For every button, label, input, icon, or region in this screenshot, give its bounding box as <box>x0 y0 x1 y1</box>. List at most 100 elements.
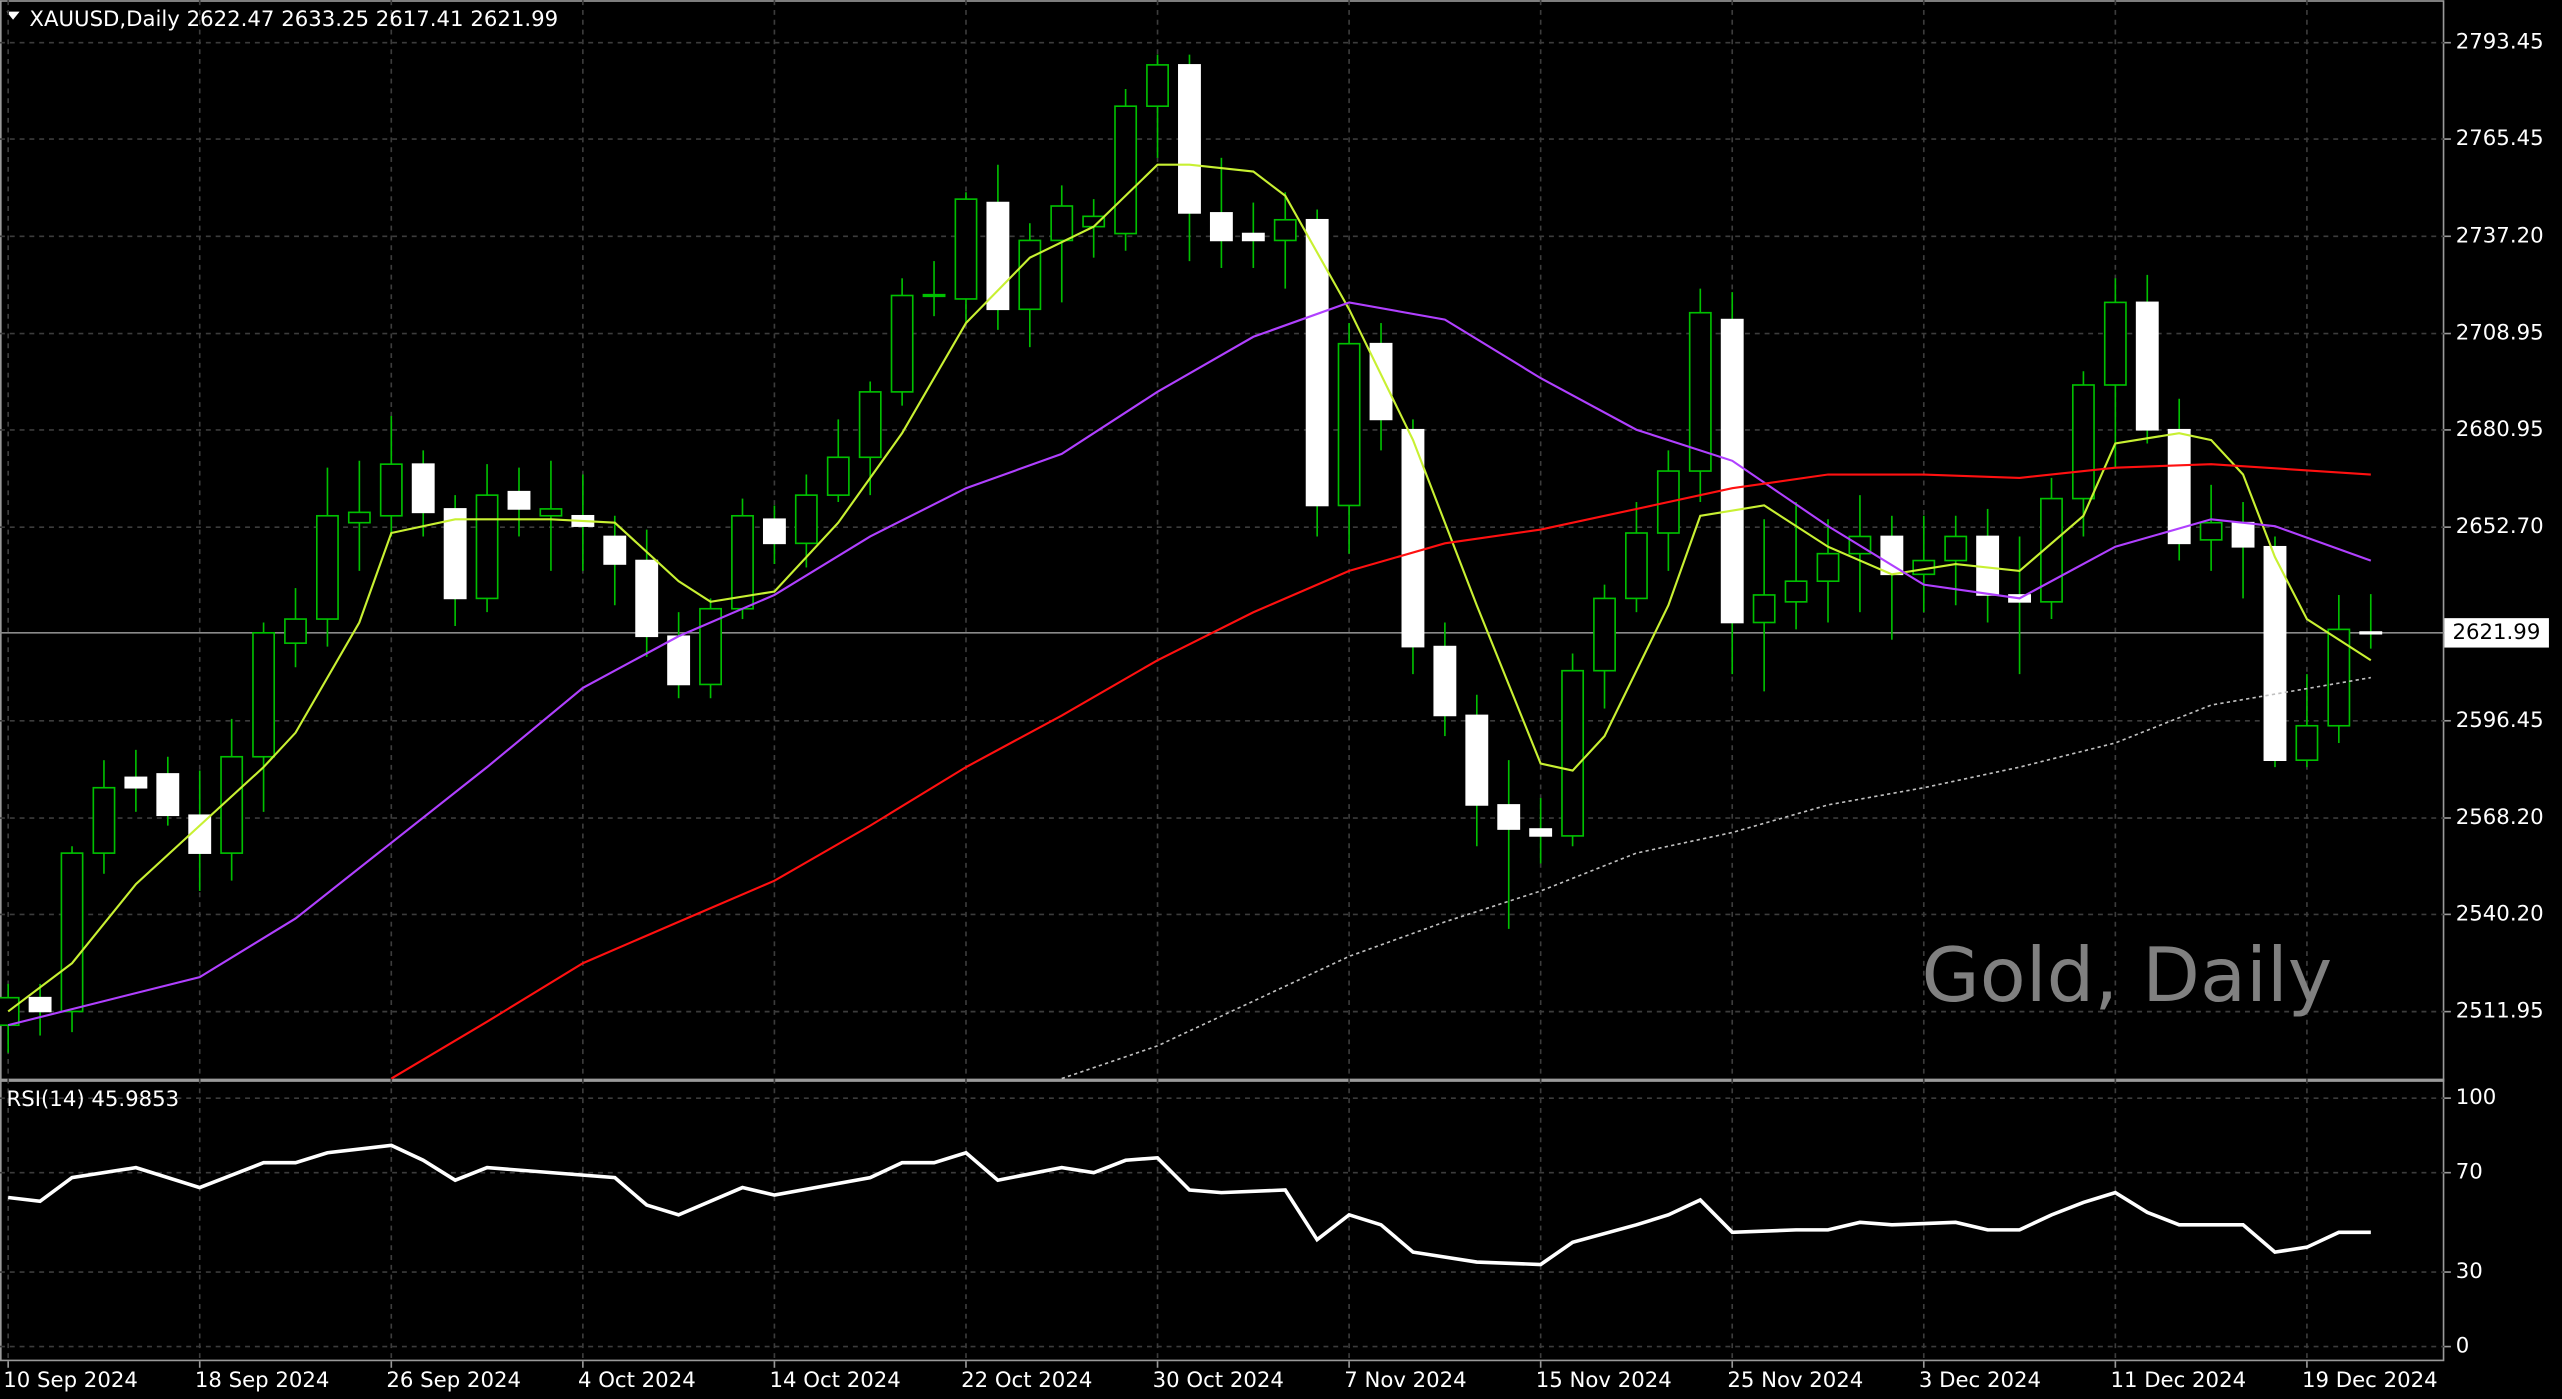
candle-body <box>539 508 563 517</box>
y-tick-label: 2540.20 <box>2456 901 2544 926</box>
candle-body <box>188 814 212 854</box>
price-tag-label: 2621.99 <box>2453 620 2541 645</box>
moving-average <box>390 463 2371 1080</box>
candle-body <box>124 776 148 789</box>
candle-body <box>1401 428 1425 648</box>
candle-body <box>2295 724 2319 761</box>
y-tick-label: 2511.95 <box>2456 999 2544 1024</box>
x-tick-label: 14 Oct 2024 <box>770 1368 901 1393</box>
candle-body <box>2199 521 2223 541</box>
candle-body <box>1720 318 1744 624</box>
moving-average <box>7 163 2372 1013</box>
y-tick-label: 2680.95 <box>2456 417 2544 442</box>
candle-body <box>2263 545 2287 761</box>
y-tick-label: 70 <box>2456 1160 2483 1185</box>
candle-body <box>1688 311 1712 472</box>
rsi-label: RSI(14) 45.9853 <box>7 1087 180 1112</box>
candle-body <box>1784 580 1808 603</box>
candle-body <box>986 201 1010 311</box>
header-value: 2617.41 <box>376 7 464 32</box>
candle-body <box>1465 714 1489 806</box>
x-tick-label: 3 Dec 2024 <box>1919 1368 2041 1393</box>
rsi-value: 45.9853 <box>91 1087 179 1112</box>
header-value: 2622.47 <box>187 7 275 32</box>
y-tick-label: 2793.45 <box>2456 30 2544 55</box>
candle-body <box>2231 521 2255 548</box>
candle-body <box>1433 645 1457 717</box>
x-tick-label: 4 Oct 2024 <box>578 1368 696 1393</box>
candle-body <box>1816 552 1840 583</box>
y-tick-label: 100 <box>2456 1085 2497 1110</box>
x-tick-label: 30 Oct 2024 <box>1153 1368 1284 1393</box>
y-tick-label: 2568.20 <box>2456 805 2544 830</box>
candle-body <box>667 635 691 686</box>
candle-body <box>1944 535 1968 562</box>
watermark: Gold, Daily <box>1922 931 2333 1019</box>
candle-body <box>1209 212 1233 242</box>
x-tick-label: 22 Oct 2024 <box>961 1368 1092 1393</box>
candle-body <box>1018 239 1042 311</box>
candle-body <box>1625 532 1648 600</box>
menu-arrow[interactable] <box>6 11 20 20</box>
y-tick-label: 30 <box>2456 1259 2483 1284</box>
x-tick-label: 10 Sep 2024 <box>3 1368 138 1393</box>
rsi-line <box>7 1143 2371 1267</box>
candle-body <box>1561 669 1585 837</box>
y-tick-label: 2708.95 <box>2456 321 2544 346</box>
x-tick-label: 11 Dec 2024 <box>2110 1368 2246 1393</box>
price-tag <box>2444 618 2549 648</box>
y-tick-label: 0 <box>2456 1334 2470 1359</box>
x-tick-label: 19 Dec 2024 <box>2302 1368 2438 1393</box>
candle-body <box>379 463 403 517</box>
x-tick-label: 25 Nov 2024 <box>1727 1368 1863 1393</box>
candle-body <box>1369 342 1393 421</box>
candle-body <box>475 494 499 600</box>
header-value: XAUUSD,Daily <box>29 7 179 32</box>
candle-body <box>1114 105 1138 235</box>
candle-body <box>1529 828 1553 837</box>
candle-body <box>954 198 978 300</box>
candle-body <box>316 514 339 620</box>
header-value: 2633.25 <box>281 7 369 32</box>
candle-body <box>1178 64 1201 214</box>
plot-frame <box>0 0 2445 1362</box>
x-tick-label: 26 Sep 2024 <box>386 1368 521 1393</box>
y-tick-label: 2737.20 <box>2456 223 2544 248</box>
candle-body <box>2040 497 2063 603</box>
y-tick-label: 2765.45 <box>2456 126 2544 151</box>
candle-body <box>794 494 818 545</box>
moving-average <box>1061 676 2371 1080</box>
candle-body <box>2071 384 2095 500</box>
candle-body <box>762 518 786 545</box>
candle-body <box>2327 628 2351 727</box>
candle-body <box>60 852 84 1013</box>
candle-body <box>1593 597 1616 672</box>
candle-body <box>635 559 659 638</box>
candle-body <box>284 618 307 644</box>
x-tick-label: 15 Nov 2024 <box>1536 1368 1672 1393</box>
candle-body <box>1082 215 1106 228</box>
candle-body <box>1050 205 1074 242</box>
candle-body <box>1241 232 1265 242</box>
chart-header: XAUUSD,Daily 2622.47 2633.25 2617.41 262… <box>29 7 558 32</box>
candle-body <box>411 463 435 514</box>
header-value: 2621.99 <box>470 7 558 32</box>
candle-body <box>252 632 276 758</box>
candle-body <box>1273 218 1297 242</box>
candle-body <box>28 996 52 1013</box>
candle-body <box>890 294 914 393</box>
y-tick-label: 2652.70 <box>2456 514 2544 539</box>
y-tick-label: 2596.45 <box>2456 708 2544 733</box>
x-tick-label: 7 Nov 2024 <box>1344 1368 1467 1393</box>
candle-body <box>1305 218 1329 507</box>
candle-body <box>1497 804 1521 830</box>
moving-average <box>7 301 2372 1027</box>
rsi-title: RSI(14) <box>7 1087 85 1112</box>
candle-body <box>507 490 531 510</box>
candle-body <box>826 456 850 496</box>
candle-body <box>858 391 882 459</box>
candle-body <box>347 511 371 524</box>
candle-body <box>603 535 627 565</box>
